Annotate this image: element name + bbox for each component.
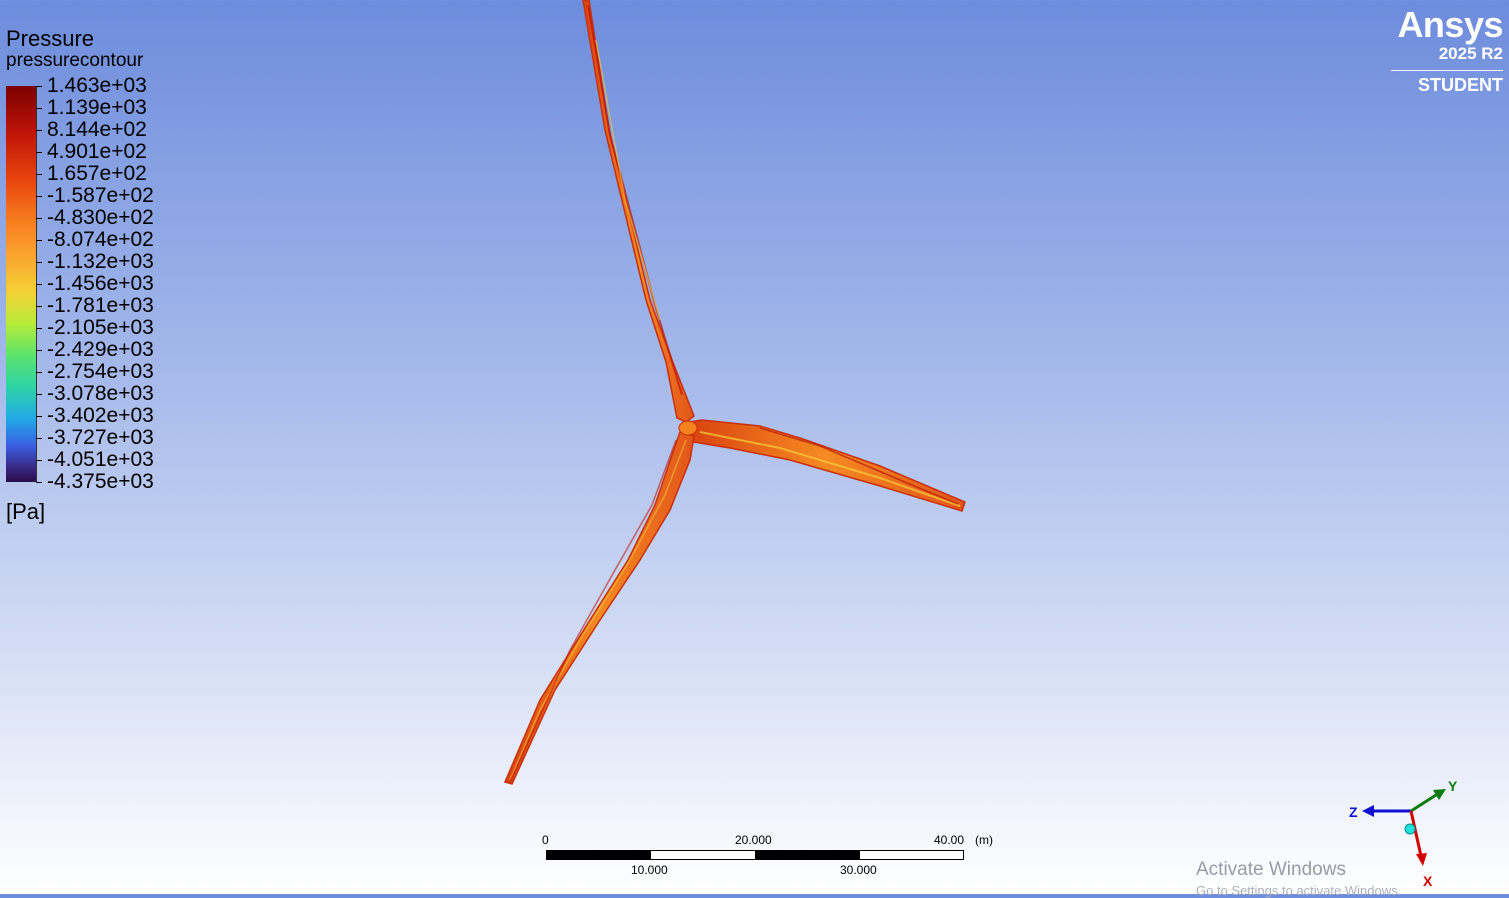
scale-unit: (m) (975, 833, 993, 847)
legend-tick (36, 108, 42, 109)
legend-tick (36, 262, 42, 263)
blade-lower-edge (509, 439, 677, 783)
legend-tick (36, 218, 42, 219)
blade-lower-highlight (509, 439, 687, 781)
legend-tick (36, 130, 42, 131)
scale-label-40: 40.00 (934, 833, 965, 847)
legend-value-label: 8.144e+02 (47, 118, 147, 141)
logo-version: 2025 R2 (1438, 44, 1503, 63)
legend-value-label: -3.402e+03 (47, 404, 154, 427)
legend-value-label: -8.074e+02 (47, 228, 154, 251)
legend-value-label: -2.754e+03 (47, 360, 154, 383)
legend-tick (36, 196, 42, 197)
scale-label-20: 20.000 (735, 833, 772, 847)
legend-tick (36, 394, 42, 395)
legend-value-label: 1.139e+03 (47, 96, 147, 119)
activate-windows-hint: Go to Settings to activate Windows. (1196, 883, 1402, 898)
legend-tick (36, 416, 42, 417)
legend-value-label: -2.429e+03 (47, 338, 154, 361)
legend-tick (36, 86, 42, 87)
blade-right-trailing (759, 427, 959, 505)
scale-label-30: 30.000 (840, 863, 877, 877)
pressure-colorbar (6, 86, 37, 482)
legend-value-label: -1.132e+03 (47, 250, 154, 273)
legend-tick (36, 460, 42, 461)
x-axis-label: X (1423, 873, 1433, 889)
legend-value-label: -4.830e+02 (47, 206, 154, 229)
rotation-center-icon[interactable] (1404, 823, 1416, 835)
y-axis-line (1410, 793, 1437, 813)
legend-value-label: 4.901e+02 (47, 140, 147, 163)
z-axis-arrow-icon (1362, 805, 1374, 817)
scale-segment (859, 850, 964, 860)
legend-unit: [Pa] (6, 499, 46, 524)
legend-tick (36, 482, 42, 483)
legend-tick (36, 372, 42, 373)
logo-divider (1391, 70, 1503, 71)
legend-tick (36, 438, 42, 439)
legend-tick (36, 350, 42, 351)
legend-value-label: -3.078e+03 (47, 382, 154, 405)
legend-value-label: 1.657e+02 (47, 162, 147, 185)
legend-value-label: 1.463e+03 (47, 74, 147, 97)
ansys-logo: Ansys 2025 R2 STUDENT (1391, 4, 1504, 95)
x-axis-line (1409, 810, 1423, 857)
legend-value-label: -4.375e+03 (47, 470, 154, 493)
legend-tick (36, 306, 42, 307)
legend-value-label: -1.587e+02 (47, 184, 154, 207)
legend-value-label: -4.051e+03 (47, 448, 154, 471)
legend-tick (36, 328, 42, 329)
y-axis-arrow-icon (1433, 789, 1446, 800)
y-axis-label: Y (1448, 778, 1458, 794)
blade-right-highlight (699, 431, 961, 507)
blade-upper-highlight (587, 4, 683, 396)
scale-label-10: 10.000 (631, 863, 668, 877)
legend-tick (36, 240, 42, 241)
legend-tick (36, 174, 42, 175)
scale-bar (546, 850, 964, 860)
scale-label-0: 0 (542, 833, 549, 847)
logo-name: Ansys (1397, 4, 1503, 45)
legend-value-label: -1.456e+03 (47, 272, 154, 295)
legend-tick (36, 152, 42, 153)
x-axis-arrow-icon (1416, 853, 1427, 866)
legend-value-label: -3.727e+03 (47, 426, 154, 449)
legend-title: Pressure (6, 26, 95, 51)
legend-value-label: -2.105e+03 (47, 316, 154, 339)
legend-subtitle: pressurecontour (6, 50, 144, 71)
legend-value-label: -1.781e+03 (47, 294, 154, 317)
legend-tick (36, 284, 42, 285)
logo-edition: STUDENT (1418, 75, 1503, 95)
activate-windows-watermark: Activate Windows (1196, 859, 1346, 880)
z-axis-label: Z (1349, 804, 1358, 820)
blade-upper-leading-edge (595, 39, 661, 321)
turbine-hub[interactable] (678, 420, 698, 436)
